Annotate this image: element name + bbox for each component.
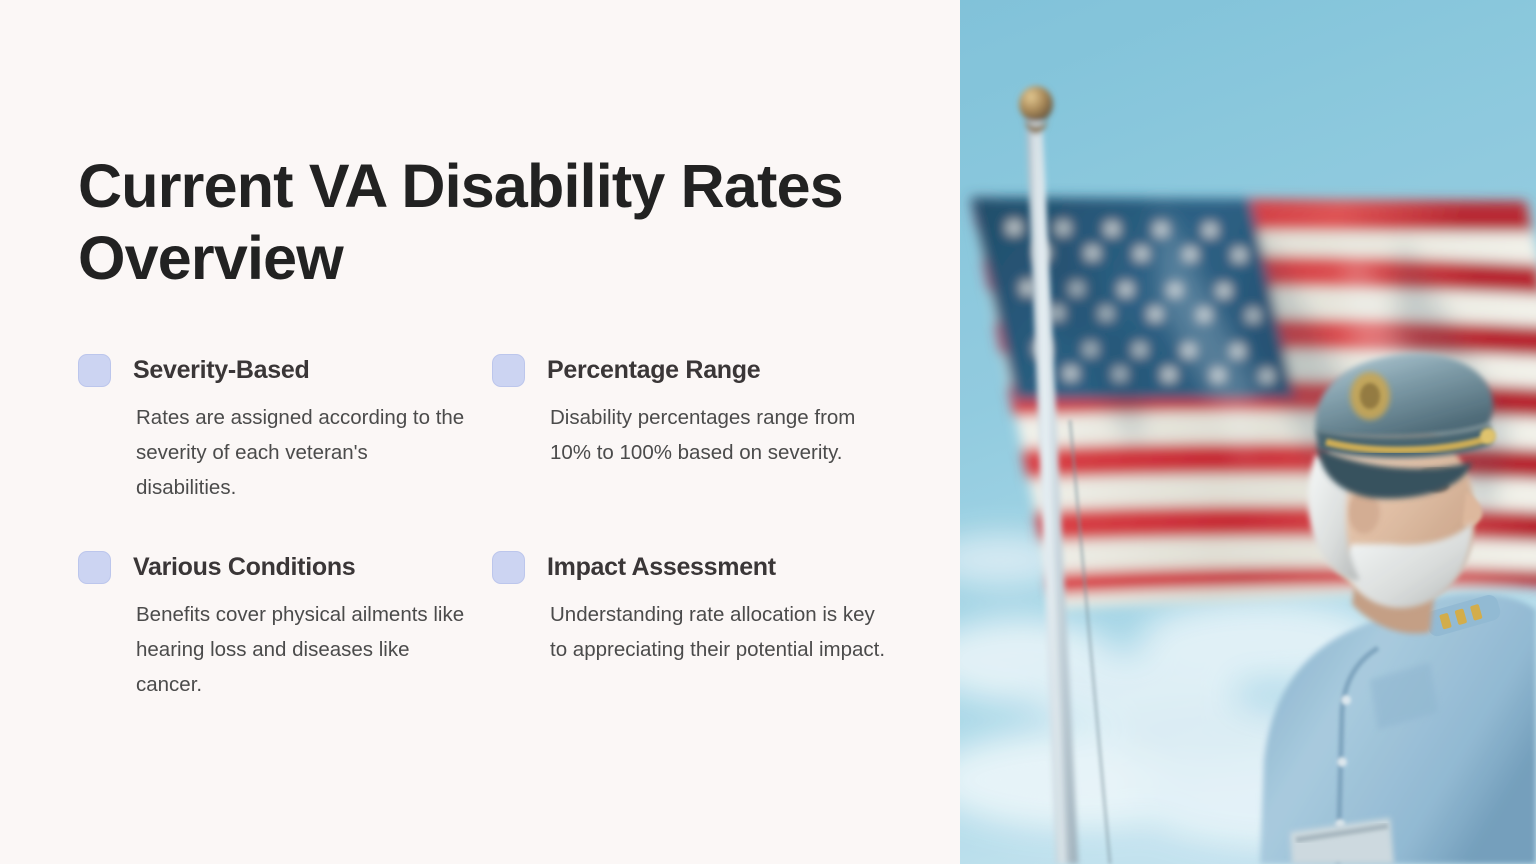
feature-header: Impact Assessment xyxy=(492,549,906,585)
feature-description: Understanding rate allocation is key to … xyxy=(550,603,886,661)
rounded-square-icon xyxy=(78,550,111,584)
flagpole xyxy=(1019,86,1078,864)
feature-item-severity-based: Severity-Based Rates are assigned accord… xyxy=(78,352,492,505)
beard xyxy=(1344,522,1473,608)
uniform-torso xyxy=(1260,594,1536,864)
feature-description: Benefits cover physical ailments like he… xyxy=(136,603,465,696)
feature-title: Percentage Range xyxy=(547,355,761,384)
feature-item-various-conditions: Various Conditions Benefits cover physic… xyxy=(78,549,492,702)
shirt-pocket xyxy=(1370,662,1438,730)
feature-header: Severity-Based xyxy=(78,352,492,388)
feature-description: Disability percentages range from 10% to… xyxy=(550,406,856,464)
feature-title: Impact Assessment xyxy=(547,552,776,581)
page-title: Current VA Disability Rates Overview xyxy=(78,152,844,292)
veteran-flag-illustration xyxy=(960,0,1536,864)
cap-visor xyxy=(1318,448,1472,499)
epaulette xyxy=(1426,595,1501,637)
rounded-square-icon xyxy=(492,550,525,584)
feature-item-impact-assessment: Impact Assessment Understanding rate all… xyxy=(492,549,906,702)
officer-cap xyxy=(1315,353,1496,499)
feature-description: Rates are assigned according to the seve… xyxy=(136,406,465,499)
feature-title: Various Conditions xyxy=(133,552,356,581)
veteran-flag-photo xyxy=(960,0,1536,864)
rounded-square-icon xyxy=(78,353,111,387)
rounded-square-icon xyxy=(492,353,525,387)
content-panel: Current VA Disability Rates Overview Sev… xyxy=(78,152,908,702)
halyard-line xyxy=(1068,419,1112,864)
flagpole-finial xyxy=(1019,86,1053,122)
nose xyxy=(1462,492,1483,527)
veteran-figure xyxy=(1260,353,1536,864)
feature-title: Severity-Based xyxy=(133,355,310,384)
features-grid: Severity-Based Rates are assigned accord… xyxy=(78,352,908,702)
ear xyxy=(1348,490,1380,534)
cap-gold-cord xyxy=(1325,434,1490,454)
feature-header: Various Conditions xyxy=(78,549,492,585)
feature-header: Percentage Range xyxy=(492,352,906,388)
feature-item-percentage-range: Percentage Range Disability percentages … xyxy=(492,352,906,505)
